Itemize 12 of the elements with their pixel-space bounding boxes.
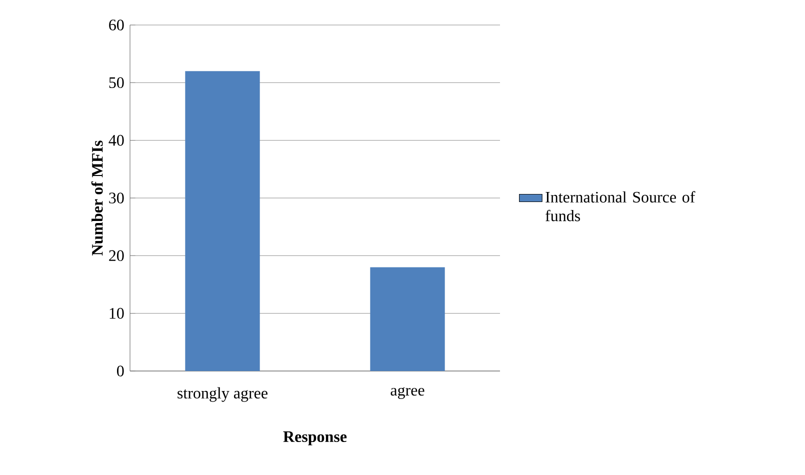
x-tick-label: strongly agree: [178, 387, 268, 402]
x-axis-title: Response: [283, 431, 347, 446]
y-tick-label: 50: [109, 77, 124, 88]
y-tick-label: 0: [117, 366, 124, 376]
x-tick-label: agree: [390, 387, 424, 399]
y-tick-label: 40: [108, 134, 124, 146]
y-tick-label: 10: [110, 308, 124, 319]
y-tick-label: 20: [109, 250, 124, 262]
legend-label: International Source of funds: [546, 191, 696, 222]
y-axis-title: Number of MFIs: [91, 140, 103, 256]
y-tick-label: 60: [109, 20, 124, 30]
y-tick-label: 30: [109, 192, 124, 204]
